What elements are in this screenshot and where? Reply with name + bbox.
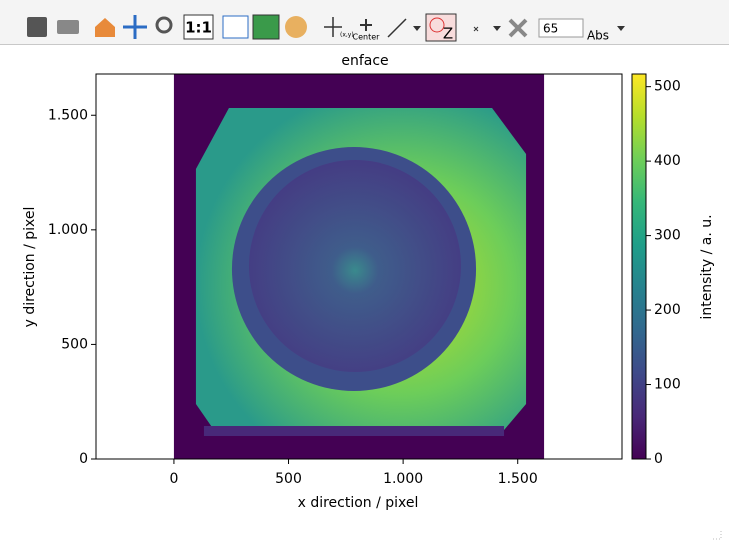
spin-box[interactable] <box>538 18 584 38</box>
spin-value: 65 <box>543 22 558 36</box>
image-edge <box>203 426 505 436</box>
crosshair-label: (x,y) <box>340 32 354 39</box>
dropdown[interactable] <box>493 26 501 31</box>
save-button[interactable] <box>27 17 47 37</box>
colorbar-tick-label: 200 <box>654 302 681 318</box>
colorbar-tick-label: 100 <box>654 377 681 393</box>
zoom-button[interactable] <box>155 16 173 34</box>
y-axis-label: y direction / pixel <box>22 207 38 328</box>
colorbar <box>631 73 647 460</box>
scale-label: Abs <box>587 29 609 43</box>
profile-button[interactable] <box>387 18 407 38</box>
x-tick-label: 500 <box>275 471 302 487</box>
colorbar-tick-label: 300 <box>654 228 681 244</box>
colorbar-tick-label: 500 <box>654 79 681 95</box>
image-center <box>248 160 462 372</box>
x-axis-label: x direction / pixel <box>298 495 419 511</box>
mask-button[interactable] <box>425 13 457 42</box>
dropdown[interactable] <box>617 26 625 31</box>
colorbar-tick-label: 400 <box>654 153 681 169</box>
y-tick-label: 500 <box>61 336 88 352</box>
colormap-button[interactable] <box>252 14 280 40</box>
colorbar-label: intensity / a. u. <box>699 214 715 319</box>
image <box>173 74 545 459</box>
resize-grip[interactable] <box>711 529 723 541</box>
y-tick-label: 1.500 <box>48 107 88 123</box>
colorbar-tick-label: 0 <box>654 451 663 467</box>
dropdown[interactable] <box>413 26 421 31</box>
clear-button[interactable] <box>508 18 528 38</box>
x-tick-label: 0 <box>169 471 178 487</box>
toolbar: 1:1 (x,y) Center Z 65 Abs <box>0 0 729 45</box>
center-label: Center <box>353 33 381 42</box>
palette-button[interactable] <box>285 16 307 38</box>
curve-button[interactable] <box>222 15 249 39</box>
center-button[interactable] <box>360 19 372 31</box>
plot-frame <box>95 73 623 460</box>
ratio-label: 1:1 <box>185 19 212 37</box>
marker-button[interactable] <box>473 26 479 32</box>
pan-button[interactable] <box>123 15 147 39</box>
mask-icon <box>429 17 445 33</box>
toolbar-bg <box>0 0 729 44</box>
x-tick-label: 1.000 <box>383 471 423 487</box>
y-tick-label: 1.000 <box>48 222 88 238</box>
ratio-button[interactable] <box>183 14 214 40</box>
y-tick-label: 0 <box>79 451 88 467</box>
mask-label: Z <box>443 25 453 43</box>
crosshair-button[interactable] <box>324 17 342 37</box>
home-button[interactable] <box>95 18 115 37</box>
print-button[interactable] <box>57 20 79 34</box>
x-tick-label: 1.500 <box>498 471 538 487</box>
chart-title: enface <box>341 53 388 69</box>
